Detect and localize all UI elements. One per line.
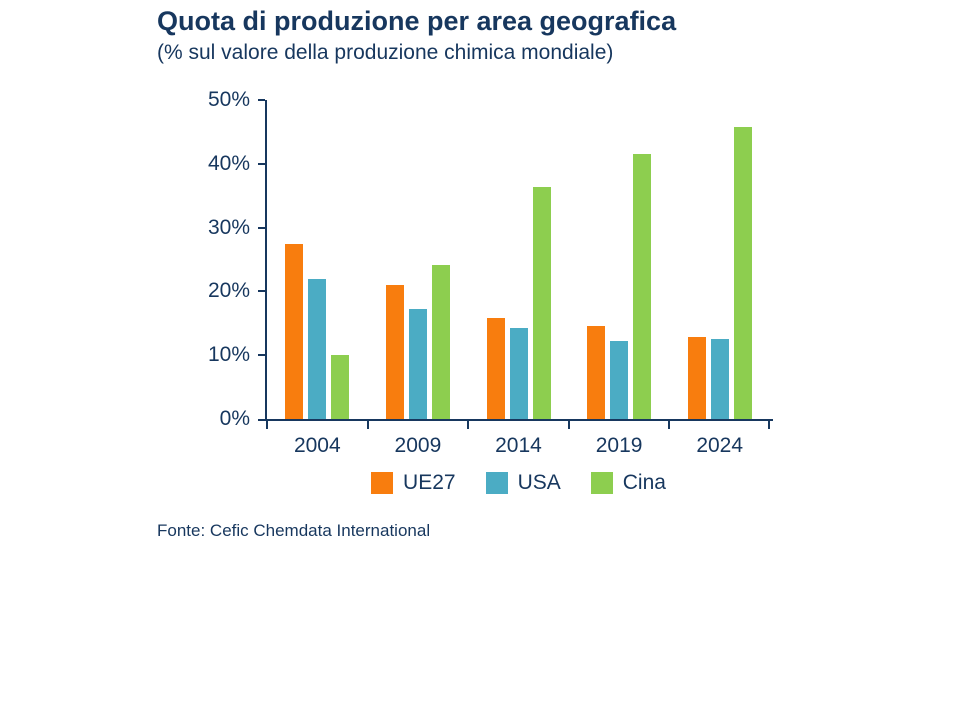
legend-label-cina: Cina: [622, 471, 666, 494]
y-tick: [258, 290, 265, 293]
legend-swatch-cina: [590, 472, 613, 494]
bar-cina-2024: [733, 127, 752, 419]
x-tick: [567, 419, 570, 429]
x-tick: [668, 419, 671, 429]
x-tick-label-2004: 2004: [293, 434, 341, 457]
bar-usa-2009: [408, 309, 427, 419]
y-tick-label: 0%: [219, 407, 250, 430]
bar-usa-2019: [610, 341, 629, 419]
bar-ue27-2024: [687, 337, 706, 419]
legend-swatch-usa: [485, 472, 508, 494]
y-tick: [258, 419, 265, 421]
y-tick-label: 20%: [207, 279, 250, 303]
bar-usa-2014: [509, 328, 528, 419]
legend-label-ue27: UE27: [403, 471, 456, 494]
bar-usa-2024: [710, 339, 729, 419]
bar-usa-2004: [308, 278, 327, 419]
y-tick: [258, 99, 265, 101]
y-axis-line: [265, 100, 267, 421]
x-tick: [366, 419, 369, 429]
bar-cina-2019: [633, 153, 652, 419]
bar-cina-2004: [331, 354, 350, 419]
bar-cina-2009: [431, 264, 450, 419]
source-note: Fonte: Cefic Chemdata International: [157, 521, 431, 540]
x-tick-label-2024: 2024: [696, 434, 744, 457]
x-tick-label-2009: 2009: [394, 434, 442, 457]
bar-ue27-2009: [385, 285, 404, 419]
y-tick-label: 30%: [207, 215, 250, 239]
y-tick-label: 50%: [207, 88, 250, 111]
x-tick-label-2019: 2019: [595, 434, 643, 457]
legend-label-usa: USA: [517, 471, 561, 494]
bar-cina-2014: [532, 187, 551, 419]
chart-title: Quota di produzione per area geografica: [157, 6, 677, 36]
x-tick-label-2014: 2014: [495, 434, 542, 457]
x-tick: [467, 419, 470, 429]
legend-item-usa: USA: [485, 471, 561, 495]
bar-ue27-2004: [285, 244, 304, 419]
x-tick: [266, 419, 268, 429]
x-axis-line: [265, 419, 773, 421]
legend-item-ue27: UE27: [371, 471, 456, 495]
chart-legend: UE27 USA Cina: [267, 471, 770, 495]
y-tick: [258, 226, 265, 229]
legend-swatch-ue27: [371, 472, 394, 494]
y-tick: [258, 354, 265, 357]
bar-ue27-2019: [587, 326, 606, 419]
y-tick-label: 40%: [207, 151, 250, 175]
x-tick: [768, 419, 770, 429]
legend-item-cina: Cina: [590, 471, 666, 495]
bar-ue27-2014: [486, 317, 505, 419]
y-tick: [258, 162, 265, 165]
chart-subtitle: (% sul valore della produzione chimica m…: [157, 41, 614, 64]
y-tick-label: 10%: [207, 343, 250, 367]
